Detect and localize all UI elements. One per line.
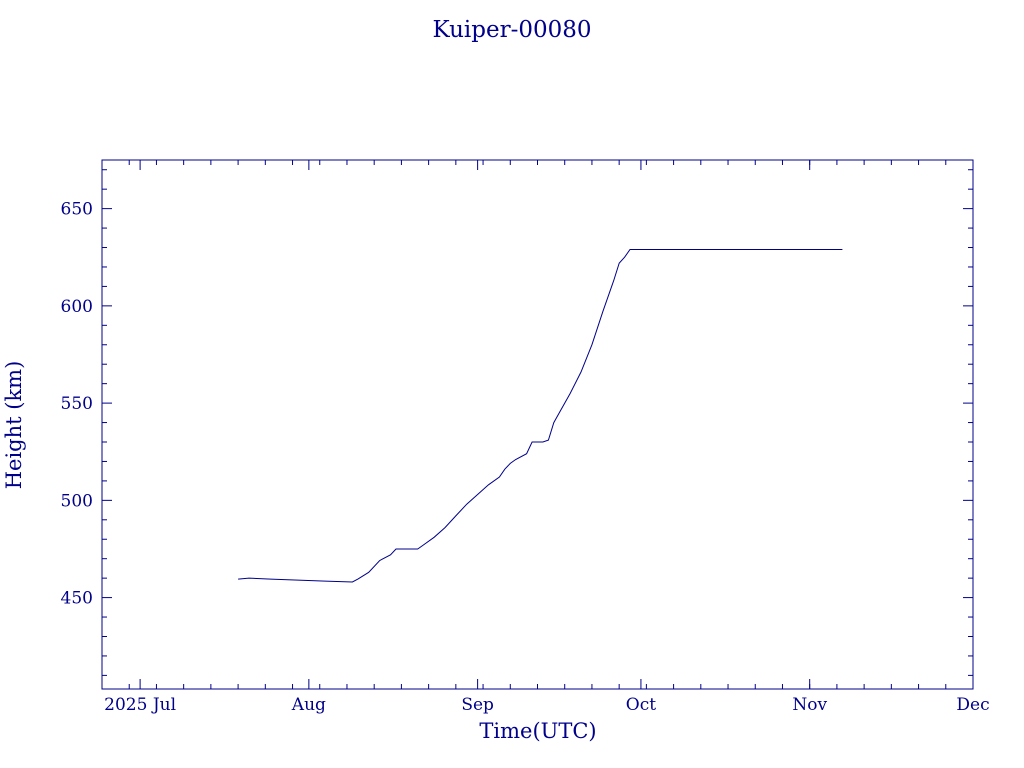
height-series-line [238,249,843,583]
y-axis-label: Height (km) [2,361,26,490]
y-tick-labels: 450 500 550 600 650 [61,200,93,609]
x-tick-label: Nov [792,695,827,715]
x-tick-labels: 2025 Jul Aug Sep Oct Nov Dec [104,695,989,715]
chart-title: Kuiper-00080 [432,17,591,43]
y-tick-label: 500 [61,491,93,511]
x-axis-label: Time(UTC) [479,719,596,743]
y-tick-label: 650 [61,200,93,220]
axis-ticks [102,160,974,689]
y-tick-label: 600 [61,297,93,317]
y-tick-label: 550 [61,394,93,414]
plot-frame [101,159,974,690]
x-tick-label: Oct [626,695,656,715]
x-tick-label: Sep [461,695,494,715]
x-tick-label: 2025 Jul [104,695,176,715]
x-tick-label: Aug [291,695,326,715]
x-tick-label: Dec [956,695,989,715]
y-tick-label: 450 [61,589,93,609]
